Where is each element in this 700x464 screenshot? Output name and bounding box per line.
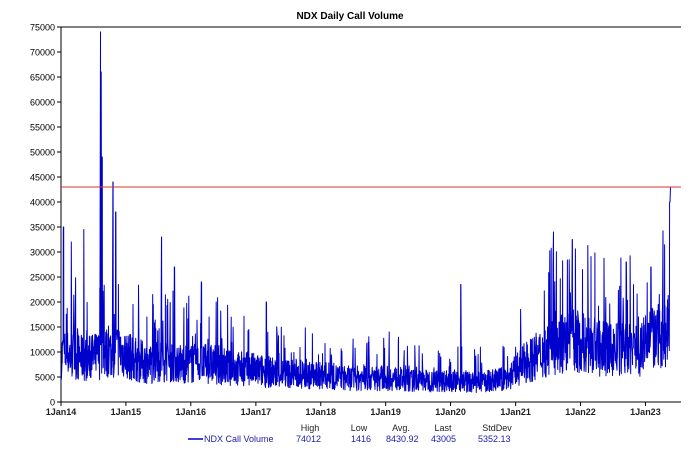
y-tick-label: 10000 <box>30 348 55 358</box>
x-tick-label: 1Jan17 <box>241 407 272 417</box>
legend-value: 43005 <box>431 434 456 444</box>
legend-header: StdDev <box>482 423 512 433</box>
legend-value: 5352.13 <box>478 434 511 444</box>
y-tick-label: 0 <box>50 398 55 408</box>
legend-value: 1416 <box>351 434 371 444</box>
x-tick-label: 1Jan20 <box>435 407 466 417</box>
y-tick-label: 45000 <box>30 173 55 183</box>
plot-area <box>60 26 681 393</box>
legend-value: 74012 <box>296 434 321 444</box>
x-axis: 1Jan14 1Jan15 1Jan16 1Jan17 1Jan18 1Jan19 1Jan… <box>46 401 681 417</box>
y-tick-label: 60000 <box>30 98 55 108</box>
y-tick-label: 75000 <box>30 23 55 33</box>
series-line-ndx-call-volume <box>60 31 671 393</box>
legend-value: 8430.92 <box>386 434 419 444</box>
y-tick-label: 5000 <box>35 373 55 383</box>
y-axis: 0 5000 10000 15000 20000 25000 30000 35000 40000… <box>30 23 62 408</box>
y-tick-label: 30000 <box>30 248 55 258</box>
legend-series-label: NDX Call Volume <box>204 434 274 444</box>
legend-header: High <box>301 423 320 433</box>
legend-header: Low <box>351 423 368 433</box>
x-tick-label: 1Jan23 <box>630 407 661 417</box>
y-tick-label: 40000 <box>30 198 55 208</box>
legend-header: Avg. <box>392 423 410 433</box>
y-tick-label: 15000 <box>30 323 55 333</box>
y-tick-label: 50000 <box>30 148 55 158</box>
x-tick-label: 1Jan22 <box>565 407 596 417</box>
x-tick-label: 1Jan16 <box>176 407 207 417</box>
x-tick-label: 1Jan15 <box>111 407 142 417</box>
x-tick-label: 1Jan21 <box>500 407 531 417</box>
y-tick-label: 70000 <box>30 48 55 58</box>
x-tick-label: 1Jan19 <box>370 407 401 417</box>
x-tick-label: 1Jan18 <box>306 407 337 417</box>
y-tick-label: 55000 <box>30 123 55 133</box>
x-tick-label: 1Jan14 <box>46 407 77 417</box>
y-tick-label: 35000 <box>30 223 55 233</box>
legend-header: Last <box>434 423 452 433</box>
y-tick-label: 65000 <box>30 73 55 83</box>
y-tick-label: 20000 <box>30 298 55 308</box>
chart-title: NDX Daily Call Volume <box>296 11 404 22</box>
y-tick-label: 25000 <box>30 273 55 283</box>
